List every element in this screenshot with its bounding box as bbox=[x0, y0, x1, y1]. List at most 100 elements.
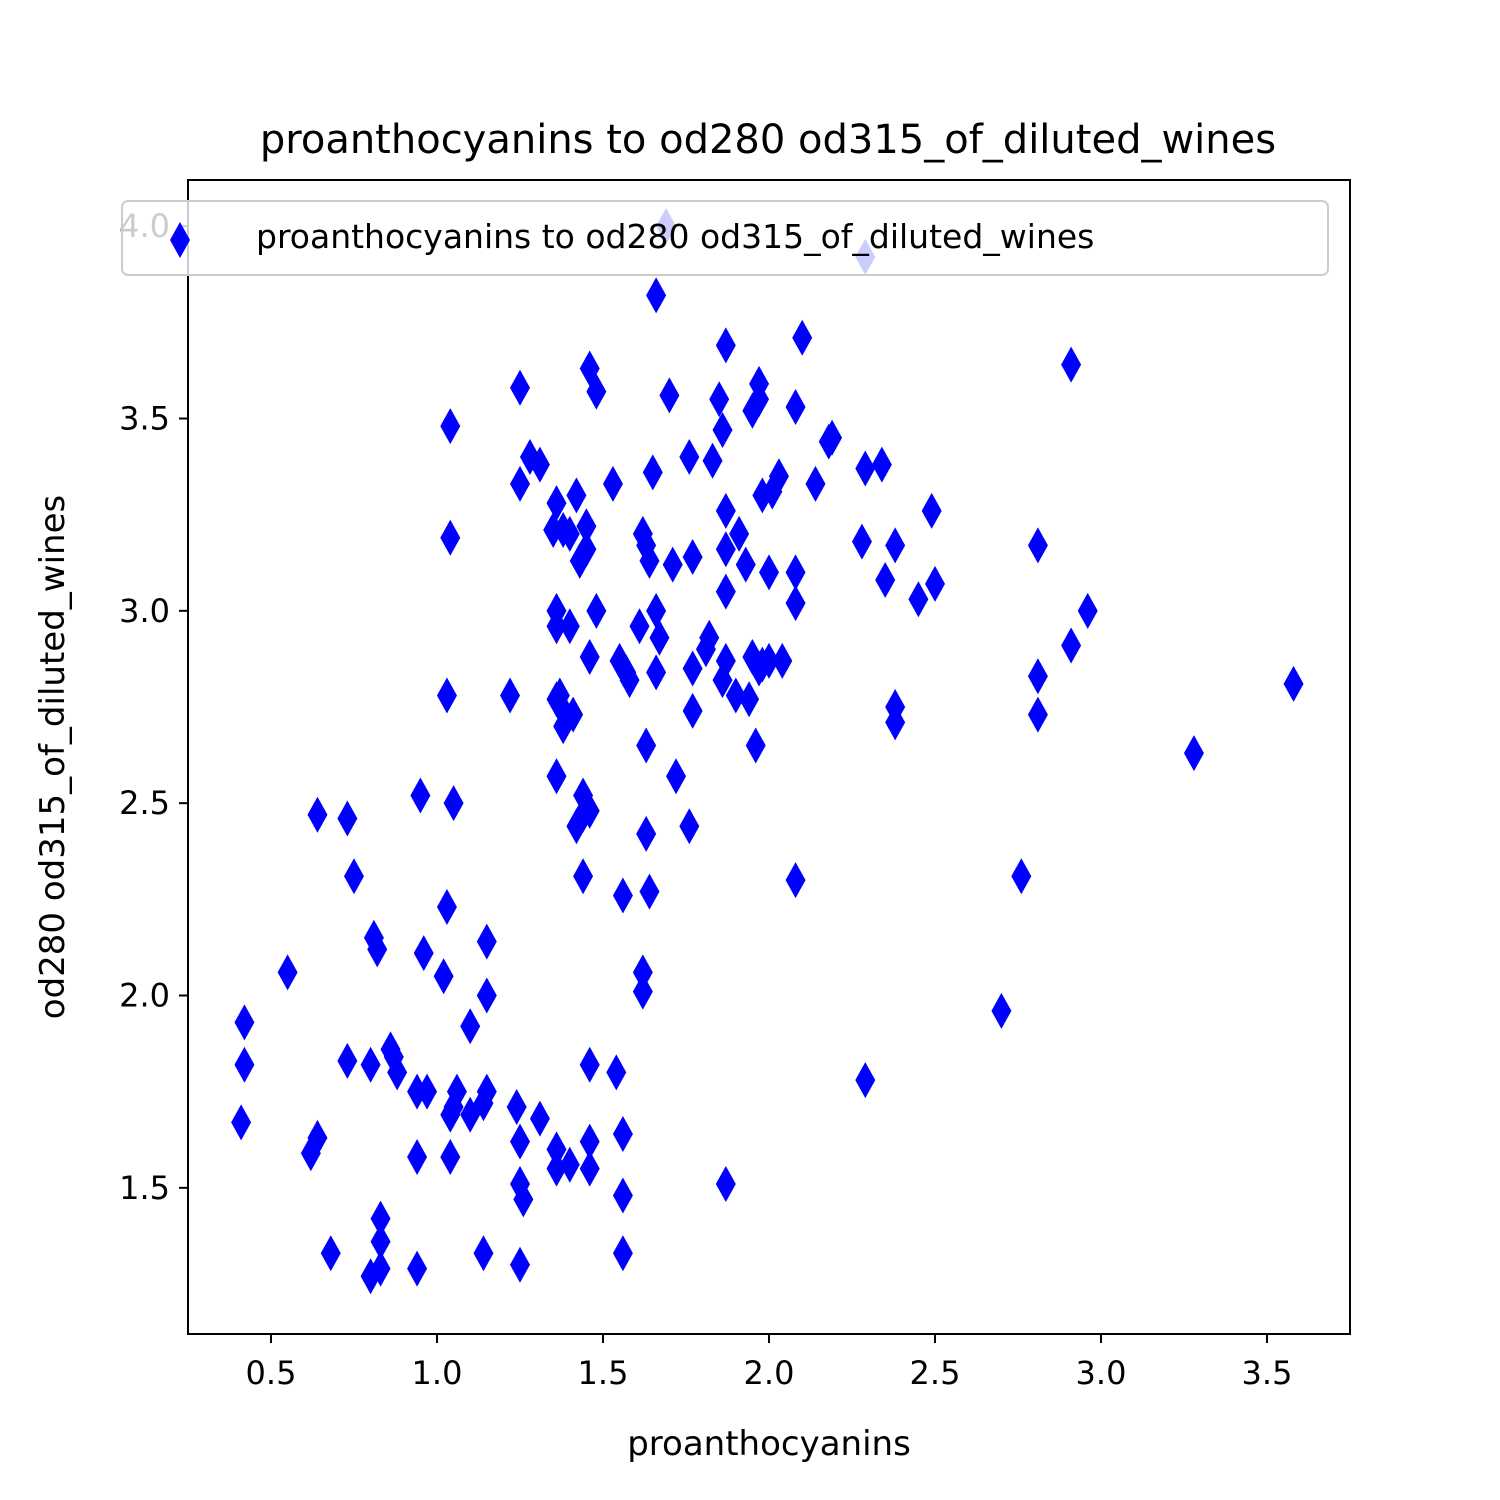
data-point bbox=[612, 1235, 633, 1272]
data-point bbox=[307, 1119, 328, 1156]
data-point bbox=[407, 1250, 428, 1287]
data-point bbox=[566, 477, 587, 514]
data-point bbox=[646, 592, 667, 629]
data-point bbox=[573, 858, 594, 895]
data-point bbox=[636, 727, 657, 764]
data-point bbox=[659, 377, 680, 414]
data-point bbox=[1283, 665, 1304, 702]
data-point bbox=[476, 923, 497, 960]
data-point bbox=[407, 1139, 428, 1176]
data-point bbox=[612, 877, 633, 914]
data-point bbox=[646, 654, 667, 691]
data-point bbox=[785, 554, 806, 591]
x-tick-label: 3.5 bbox=[1242, 1354, 1293, 1392]
data-point bbox=[529, 1100, 550, 1137]
data-point bbox=[370, 1200, 391, 1237]
data-point bbox=[443, 785, 464, 822]
data-point bbox=[639, 873, 660, 910]
data-point bbox=[851, 523, 872, 560]
data-point bbox=[277, 954, 298, 991]
data-point bbox=[510, 1123, 530, 1160]
data-point bbox=[875, 562, 896, 599]
data-point bbox=[563, 696, 584, 733]
data-point bbox=[1183, 735, 1204, 772]
data-point bbox=[1011, 858, 1032, 895]
y-tick-label: 2.0 bbox=[119, 976, 170, 1014]
data-point bbox=[612, 1115, 633, 1152]
data-point bbox=[908, 581, 929, 618]
x-tick-label: 3.0 bbox=[1076, 1354, 1127, 1392]
data-point bbox=[666, 758, 687, 795]
data-point bbox=[367, 931, 388, 968]
data-point bbox=[344, 858, 364, 895]
data-point bbox=[586, 592, 607, 629]
x-tick-label: 1.5 bbox=[578, 1354, 629, 1392]
chart-title: proanthocyanins to od280 od315_of_dilute… bbox=[260, 117, 1276, 163]
data-point bbox=[822, 419, 843, 456]
data-point bbox=[529, 446, 550, 483]
data-point bbox=[586, 373, 607, 410]
data-point bbox=[476, 977, 497, 1014]
data-point bbox=[436, 677, 457, 714]
data-point bbox=[546, 1131, 567, 1168]
data-point bbox=[679, 438, 700, 475]
legend-marker bbox=[170, 222, 190, 258]
data-point bbox=[682, 650, 703, 687]
data-point bbox=[1061, 346, 1082, 383]
data-point bbox=[546, 592, 567, 629]
plot-frame bbox=[187, 179, 1351, 1335]
data-point bbox=[1061, 627, 1082, 664]
data-point bbox=[413, 935, 434, 972]
data-point bbox=[1027, 658, 1048, 695]
data-point bbox=[662, 546, 683, 583]
data-point bbox=[679, 808, 700, 845]
data-point bbox=[1077, 592, 1098, 629]
legend-box bbox=[121, 200, 1329, 276]
data-point bbox=[759, 642, 779, 679]
data-point bbox=[579, 638, 600, 675]
data-point bbox=[785, 388, 806, 425]
legend-label: proanthocyanins to od280 od315_of_dilute… bbox=[256, 217, 1094, 256]
data-point bbox=[855, 450, 876, 487]
data-point bbox=[387, 1054, 408, 1091]
data-point bbox=[768, 458, 789, 495]
data-point bbox=[715, 327, 736, 364]
data-point bbox=[805, 465, 826, 502]
data-point bbox=[745, 727, 766, 764]
data-point bbox=[699, 619, 720, 656]
data-point bbox=[715, 573, 736, 610]
data-point bbox=[360, 1046, 381, 1083]
data-point bbox=[636, 815, 657, 852]
data-point bbox=[559, 608, 580, 645]
data-point bbox=[725, 677, 746, 714]
data-point bbox=[559, 1146, 580, 1183]
data-point bbox=[925, 565, 945, 602]
data-point bbox=[500, 677, 521, 714]
data-point bbox=[712, 412, 733, 449]
data-point bbox=[446, 1073, 467, 1110]
y-axis-label: od280 od315_of_diluted_wines bbox=[33, 495, 73, 1019]
data-point bbox=[510, 465, 530, 502]
data-point bbox=[576, 531, 597, 568]
data-point bbox=[417, 1073, 438, 1110]
data-point bbox=[513, 1181, 534, 1218]
data-point bbox=[715, 1165, 736, 1202]
data-point bbox=[632, 954, 653, 991]
data-point bbox=[735, 546, 756, 583]
data-point bbox=[629, 608, 650, 645]
data-point bbox=[649, 619, 670, 656]
y-tick-label: 3.5 bbox=[119, 399, 170, 437]
data-point bbox=[579, 792, 600, 829]
x-tick-label: 0.5 bbox=[246, 1354, 297, 1392]
data-point bbox=[606, 1054, 627, 1091]
data-point bbox=[709, 381, 730, 418]
data-point bbox=[337, 1042, 358, 1079]
data-point bbox=[885, 688, 906, 725]
data-point bbox=[231, 1104, 252, 1141]
data-point bbox=[785, 585, 806, 622]
y-tick-label: 2.5 bbox=[119, 784, 170, 822]
data-point bbox=[510, 1246, 530, 1283]
data-point bbox=[729, 515, 750, 552]
data-point bbox=[646, 277, 667, 314]
data-point bbox=[579, 1150, 600, 1187]
